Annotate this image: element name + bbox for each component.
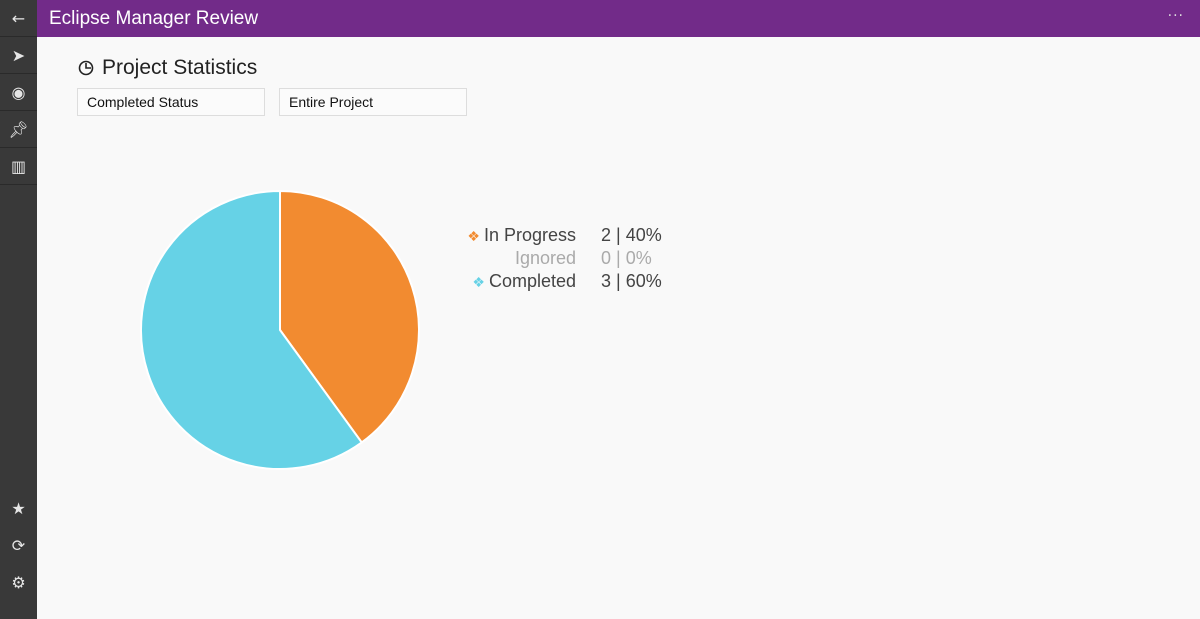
header: Eclipse Manager Review ··· <box>37 0 1200 37</box>
legend-label: Ignored <box>514 248 576 268</box>
legend-value: 3 | 60% <box>601 271 662 291</box>
chart-legend: ❖ In Progress 2 | 40% Ignored 0 | 0% ❖ Com… <box>466 224 662 293</box>
refresh-icon[interactable]: ⟳ <box>11 536 26 555</box>
legend-label: Completed <box>488 271 576 291</box>
page-title: Project Statistics <box>78 56 257 80</box>
pie-slice-completed <box>140 189 364 470</box>
page-title-text: Project Statistics <box>102 56 258 79</box>
legend-row-completed: ❖ Completed 3 | 60% <box>466 270 662 293</box>
diamond-icon: ❖ <box>467 228 480 244</box>
diamond-icon: ❖ <box>472 274 485 290</box>
legend-label: In Progress <box>483 225 576 245</box>
chart-icon[interactable]: ▥ <box>0 148 37 185</box>
app-title: Eclipse Manager Review <box>49 7 259 29</box>
gear-icon[interactable]: ⚙ <box>11 573 26 592</box>
pie-slice-in-progress <box>279 189 420 444</box>
legend-value: 0 | 0% <box>601 248 652 268</box>
pie-chart <box>140 189 420 470</box>
scope-filter-select[interactable]: Entire Project <box>279 88 467 116</box>
bird-icon[interactable]: ➤ <box>0 37 37 74</box>
target-icon[interactable]: ◉ <box>0 74 37 111</box>
star-icon[interactable]: ★ <box>11 499 26 518</box>
ellipsis-icon[interactable]: ··· <box>1167 8 1184 24</box>
legend-row-ignored: Ignored 0 | 0% <box>466 247 662 270</box>
back-arrow-icon[interactable]: ← <box>0 0 37 37</box>
sidebar: ← ➤ ◉ 📌︎ ▥ ★ ⟳ ⚙ <box>0 0 37 619</box>
clock-pie-icon <box>78 60 94 76</box>
pin-icon[interactable]: 📌︎ <box>0 111 37 148</box>
status-filter-select[interactable]: Completed Status <box>77 88 265 116</box>
legend-row-in-progress: ❖ In Progress 2 | 40% <box>466 224 662 247</box>
legend-value: 2 | 40% <box>601 225 662 245</box>
